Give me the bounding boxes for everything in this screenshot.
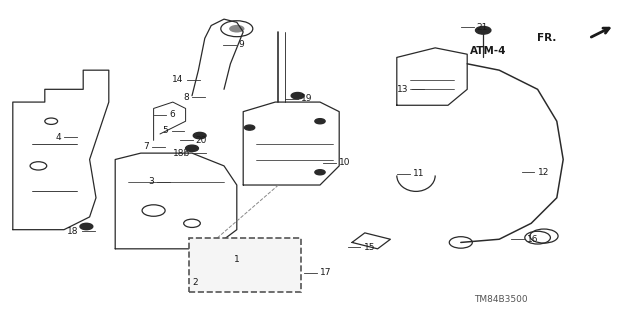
Text: 18b: 18b	[173, 149, 190, 158]
Text: 13: 13	[397, 85, 408, 94]
Text: 16: 16	[527, 235, 538, 244]
Circle shape	[229, 25, 244, 33]
Circle shape	[315, 170, 325, 175]
Text: 1: 1	[234, 256, 240, 264]
Bar	[189, 238, 301, 292]
Circle shape	[244, 125, 255, 130]
Circle shape	[193, 132, 206, 139]
Text: 4: 4	[55, 133, 61, 142]
Text: FR.: FR.	[538, 33, 557, 43]
Text: 2: 2	[193, 278, 198, 287]
Text: 9: 9	[239, 40, 244, 49]
Circle shape	[315, 119, 325, 124]
Text: ATM-4: ATM-4	[470, 46, 507, 56]
Text: 17: 17	[320, 268, 332, 277]
Text: 15: 15	[364, 243, 375, 252]
Text: 14: 14	[172, 75, 184, 84]
Text: 20: 20	[196, 136, 207, 145]
Text: 6: 6	[170, 110, 175, 119]
Circle shape	[291, 93, 304, 99]
Text: 7: 7	[143, 142, 149, 151]
Text: TM84B3500: TM84B3500	[474, 295, 527, 304]
Circle shape	[80, 223, 93, 230]
Text: 8: 8	[183, 93, 189, 102]
Text: 12: 12	[538, 168, 549, 177]
Text: 11: 11	[413, 169, 424, 178]
Text: 3: 3	[148, 177, 154, 186]
Text: 19: 19	[301, 94, 312, 103]
Circle shape	[186, 145, 198, 152]
Text: 21: 21	[477, 23, 488, 32]
Circle shape	[476, 26, 491, 34]
Text: 18: 18	[67, 227, 79, 236]
Text: 5: 5	[163, 126, 168, 135]
Text: 10: 10	[339, 158, 351, 167]
